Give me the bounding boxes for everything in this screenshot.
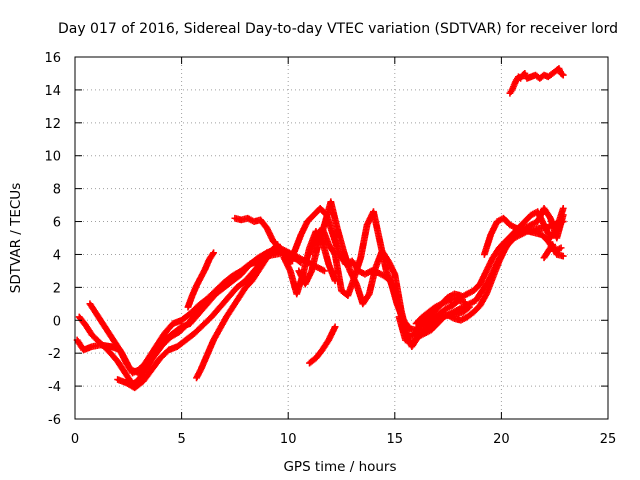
- series-10: [306, 208, 473, 350]
- y-tick-label: 6: [53, 216, 61, 231]
- x-tick-label: 10: [280, 432, 297, 447]
- data-point: [331, 277, 339, 285]
- series-16: [480, 214, 565, 258]
- y-tick-label: -4: [48, 380, 61, 395]
- data-point: [210, 249, 217, 257]
- data-point: [558, 70, 566, 78]
- y-tick-label: 8: [53, 183, 61, 198]
- series-11: [280, 228, 339, 298]
- series-15: [444, 204, 567, 324]
- data-point: [557, 244, 565, 252]
- x-tick-label: 20: [493, 432, 510, 447]
- data-points: [73, 65, 567, 392]
- data-point: [559, 204, 567, 212]
- data-point: [559, 252, 567, 260]
- y-axis-label: SDTVAR / TECUs: [8, 183, 24, 293]
- x-tick-label: 25: [600, 432, 617, 447]
- series-14: [412, 204, 567, 327]
- y-tick-label: 16: [44, 51, 61, 66]
- x-tick-labels: 0 5 10 15 20 25: [71, 432, 616, 447]
- x-tick-label: 5: [177, 432, 185, 447]
- y-tick-label: -6: [48, 413, 61, 428]
- data-point: [559, 71, 567, 79]
- y-tick-label: -2: [48, 347, 61, 362]
- series-12: [306, 323, 339, 367]
- y-tick-label: 0: [53, 314, 61, 329]
- x-axis-label: GPS time / hours: [283, 459, 396, 475]
- y-tick-labels: -6 -4 -2 0 2 4 6 8 10 12 14 16: [44, 51, 61, 428]
- y-tick-label: 2: [53, 281, 61, 296]
- data-point: [559, 211, 567, 219]
- y-tick-label: 14: [44, 84, 61, 99]
- data-point: [209, 250, 217, 258]
- chart-title: Day 017 of 2016, Sidereal Day-to-day VTE…: [58, 21, 618, 37]
- series-6: [184, 249, 217, 311]
- x-tick-label: 0: [71, 432, 79, 447]
- y-tick-label: 12: [44, 117, 61, 132]
- data-point: [321, 267, 328, 275]
- y-tick-label: 4: [53, 248, 61, 263]
- axis-ticks: [74, 56, 609, 420]
- data-point: [331, 323, 339, 331]
- plot-frame: [74, 56, 609, 420]
- y-tick-label: 10: [44, 150, 61, 165]
- series-17: [540, 241, 567, 262]
- series-18: [506, 65, 567, 97]
- x-tick-label: 15: [387, 432, 404, 447]
- grid-lines: [75, 57, 608, 419]
- series-1: [75, 249, 305, 388]
